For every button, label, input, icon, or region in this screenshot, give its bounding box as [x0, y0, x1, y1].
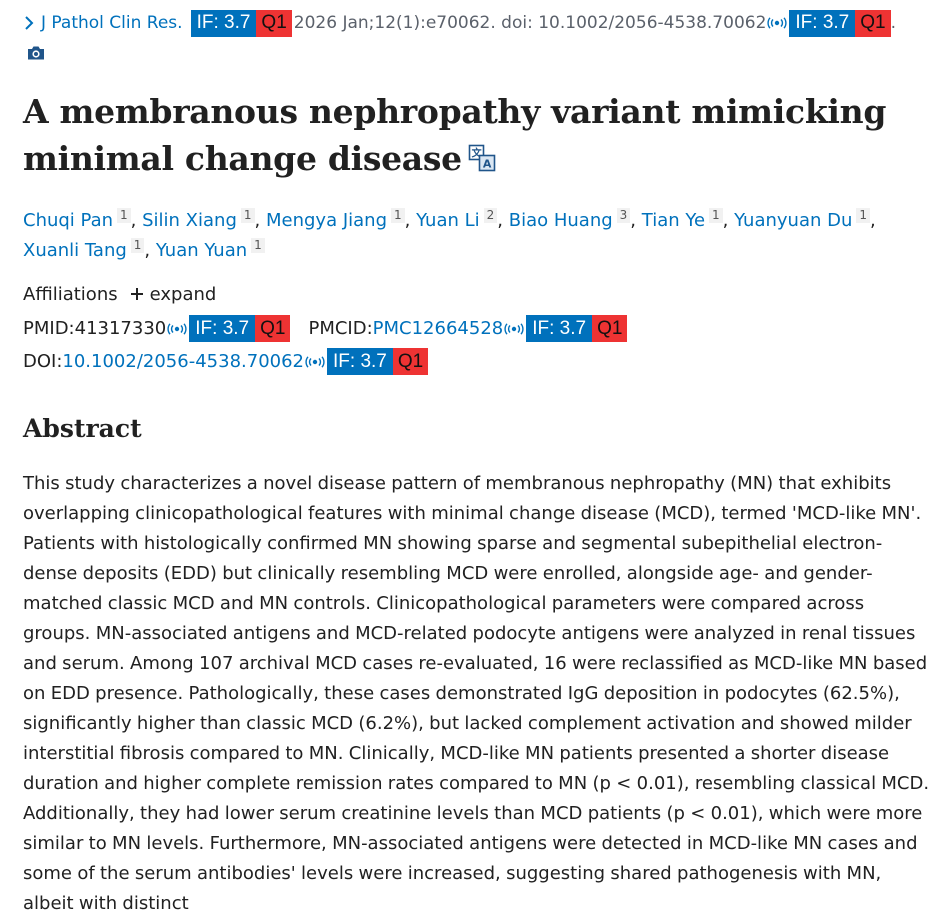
impact-factor: IF: 3.7 — [189, 315, 256, 342]
impact-badge[interactable]: IF: 3.7 Q1 — [327, 348, 429, 375]
svg-text:文: 文 — [472, 147, 483, 160]
broadcast-icon[interactable] — [504, 322, 524, 335]
svg-text:A: A — [483, 158, 492, 171]
article-title: A membranous nephropathy variant mimicki… — [23, 88, 903, 182]
author-list: Chuqi Pan 1, Silin Xiang 1, Mengya Jiang 1,… — [23, 208, 876, 261]
quartile: Q1 — [392, 348, 429, 375]
impact-factor: IF: 3.7 — [789, 9, 856, 37]
expand-label: expand — [149, 283, 217, 305]
title-text: A membranous nephropathy variant mimicki… — [23, 92, 887, 178]
author-link[interactable]: Yuan Yuan — [155, 240, 248, 261]
impact-badge[interactable]: IF: 3.7 Q1 — [189, 315, 291, 342]
affiliation-number[interactable]: 1 — [856, 208, 871, 223]
author-link[interactable]: Yuanyuan Du — [734, 210, 853, 231]
impact-factor: IF: 3.7 — [327, 348, 393, 375]
quartile: Q1 — [855, 9, 891, 37]
impact-factor: IF: 3.7 — [190, 9, 257, 37]
doi-label: DOI: — [23, 351, 63, 372]
pmcid-link[interactable]: PMC12664528 — [372, 318, 504, 339]
camera-icon[interactable] — [27, 45, 45, 61]
broadcast-icon[interactable] — [167, 322, 187, 335]
author-link[interactable]: Chuqi Pan — [23, 210, 114, 231]
affiliation-number[interactable]: 1 — [130, 238, 145, 253]
citation-details: 2026 Jan;12(1):e70062. doi: 10.1002/2056… — [293, 13, 767, 33]
broadcast-icon[interactable] — [305, 355, 325, 368]
quartile: Q1 — [256, 9, 292, 37]
affiliation-number[interactable]: 1 — [251, 238, 265, 253]
affiliation-number[interactable]: 1 — [391, 208, 405, 223]
abstract-text: This study characterizes a novel disease… — [23, 473, 930, 914]
affiliation-number[interactable]: 1 — [117, 208, 131, 223]
author-link[interactable]: Tian Ye — [641, 210, 706, 231]
doi-link[interactable]: 10.1002/2056-4538.70062 — [62, 351, 304, 372]
impact-factor: IF: 3.7 — [526, 315, 593, 342]
impact-badge[interactable]: IF: 3.7 Q1 — [789, 9, 891, 37]
broadcast-icon[interactable] — [767, 17, 787, 29]
quartile: Q1 — [255, 315, 291, 342]
pmcid-label: PMCID: — [308, 318, 373, 339]
pmid-label: PMID: — [23, 318, 75, 339]
author-link[interactable]: Silin Xiang — [142, 210, 237, 231]
author-link[interactable]: Xuanli Tang — [23, 240, 127, 261]
quartile: Q1 — [592, 315, 628, 342]
affiliation-number[interactable]: 3 — [616, 208, 631, 223]
affiliation-number[interactable]: 1 — [240, 208, 255, 223]
chevron-right-icon[interactable] — [23, 15, 35, 31]
author-link[interactable]: Yuan Li — [416, 210, 480, 231]
doi-line: DOI: 10.1002/2056-4538.70062 IF: 3.7 Q1 — [23, 348, 429, 375]
affiliation-number[interactable]: 2 — [483, 208, 498, 223]
plus-icon — [130, 282, 144, 306]
identifiers-line: PMID: 41317330 IF: 3.7 Q1 PMCID: PMC1266… — [23, 315, 628, 342]
abstract-heading: Abstract — [23, 414, 142, 443]
impact-badge[interactable]: IF: 3.7 Q1 — [190, 9, 292, 37]
impact-badge[interactable]: IF: 3.7 Q1 — [526, 315, 628, 342]
affiliations-label: Affiliations — [23, 283, 118, 305]
citation-end: . — [890, 13, 897, 33]
journal-link[interactable]: J Pathol Clin Res. — [41, 13, 183, 33]
pmid-value: 41317330 — [74, 318, 167, 339]
author-link[interactable]: Biao Huang — [508, 210, 613, 231]
affiliation-number[interactable]: 1 — [709, 208, 723, 223]
affiliations-toggle[interactable]: Affiliations expand — [23, 282, 216, 306]
citation-line: J Pathol Clin Res. IF: 3.7 Q1 2026 Jan;1… — [23, 9, 896, 37]
author-link[interactable]: Mengya Jiang — [265, 210, 388, 231]
